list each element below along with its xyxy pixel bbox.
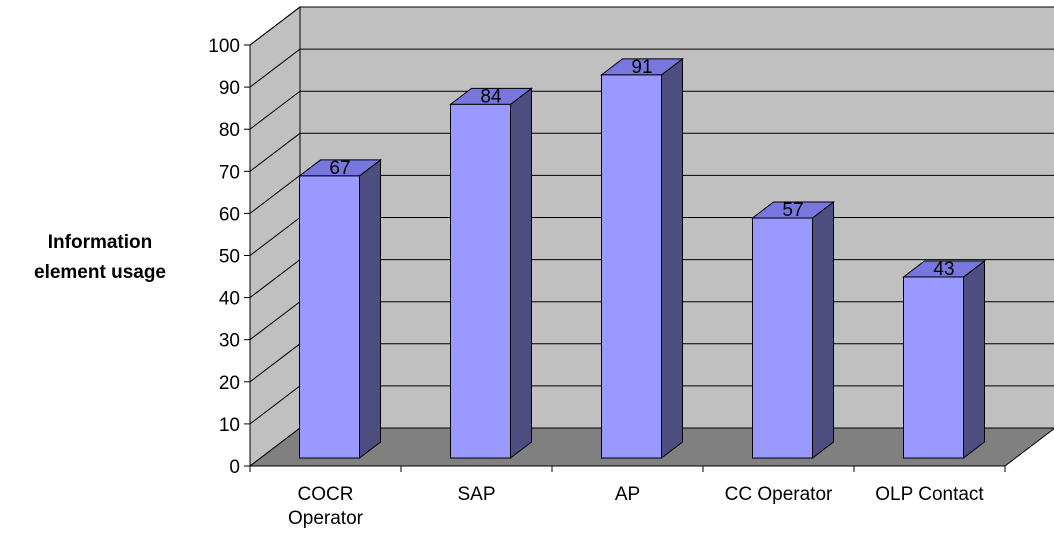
bar-front (450, 103, 511, 459)
y-tick-labels: 0 10 20 30 40 50 60 70 80 90 100 (208, 36, 240, 478)
y-tick-label: 40 (219, 289, 240, 310)
gridline (249, 48, 1054, 88)
y-axis-title: Information element usage (34, 232, 166, 283)
category-label: SAP (457, 484, 495, 505)
bar-side (812, 201, 834, 460)
y-tick-label: 50 (219, 247, 240, 268)
bar-front (903, 276, 964, 459)
gridline (249, 90, 1054, 130)
category-label: CC Operator (725, 484, 833, 505)
y-tick-label: 30 (219, 331, 240, 352)
gridline (249, 6, 1054, 46)
y-tick-label: 90 (219, 78, 240, 99)
bar-front (299, 175, 360, 459)
x-category-labels: COCR Operator SAP AP CC Operator OLP Contact (288, 484, 984, 529)
category-label: AP (615, 484, 640, 505)
y-tick-label: 10 (219, 415, 240, 436)
y-tick-label: 80 (219, 120, 240, 141)
bar-side (661, 57, 683, 460)
bar-side (359, 158, 381, 460)
bar-side (510, 87, 532, 460)
bar (600, 57, 684, 460)
category-label: COCR Operator (288, 484, 364, 529)
data-label: 57 (782, 200, 803, 221)
data-label: 84 (480, 86, 502, 107)
y-tick-label: 60 (219, 204, 240, 225)
category-label: OLP Contact (875, 484, 984, 505)
axes (244, 44, 1006, 472)
y-tick-label: 20 (219, 373, 240, 394)
bar (449, 87, 533, 460)
bars (298, 57, 986, 460)
bar (902, 259, 986, 460)
bar-front (752, 217, 813, 459)
bar (751, 201, 835, 460)
bar-front (601, 74, 662, 459)
bar (298, 158, 382, 460)
y-tick-label: 70 (219, 162, 240, 183)
data-label: 67 (329, 158, 350, 179)
gridline (249, 132, 1054, 172)
bar-side (963, 259, 985, 460)
data-labels: 67 84 91 57 43 (329, 57, 954, 280)
data-label: 91 (631, 57, 652, 78)
y-tick-label: 100 (208, 36, 240, 57)
y-tick-label: 0 (229, 457, 240, 478)
data-label: 43 (933, 259, 954, 280)
